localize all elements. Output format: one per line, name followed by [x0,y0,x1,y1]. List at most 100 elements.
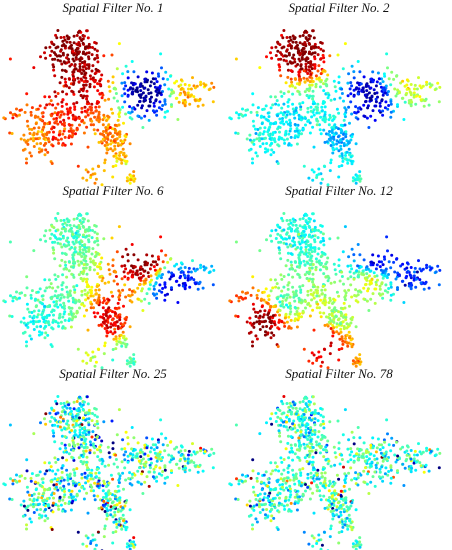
map-point [113,144,117,148]
map-point [277,327,281,331]
map-point [319,80,323,84]
map-point [97,288,101,292]
map-point [369,86,373,90]
map-point [126,460,130,464]
map-point [256,289,260,293]
map-point [384,450,388,454]
map-point [40,111,44,115]
map-point [58,129,62,133]
map-point [402,118,406,121]
map-point [329,327,333,330]
map-point [25,469,29,473]
map-point [123,159,127,163]
map-point [61,53,65,57]
map-point [399,264,403,268]
map-point [394,460,398,464]
map-point [347,288,351,292]
map-point [45,131,49,135]
map-point [67,86,71,90]
map-point [29,154,33,158]
map-point [301,408,305,412]
map-point [111,81,115,85]
map-point [195,267,199,271]
map-point [86,100,90,104]
map-point [330,129,334,132]
map-point [305,277,309,280]
map-point [80,119,84,123]
map-point [62,129,66,133]
map-point [343,112,347,116]
map-point [139,89,143,93]
map-point [322,56,326,60]
map-point [285,137,289,141]
map-point [38,319,41,323]
map-point [70,409,73,413]
map-point [258,432,262,436]
map-point [269,472,273,476]
map-point [293,37,297,41]
map-point [346,447,350,451]
map-point [386,290,390,294]
map-point [338,139,342,143]
map-point [179,261,183,265]
map-point [248,138,252,142]
map-point [409,287,413,291]
map-point [308,80,312,84]
map-point [61,456,65,460]
map-point [152,265,156,269]
map-panel: Spatial Filter No. 1 [2,0,216,187]
map-point [96,60,100,64]
map-point [324,262,328,266]
map-point [389,100,393,103]
map-point [132,545,136,549]
map-point [56,395,60,398]
map-point [93,446,97,450]
map-point [23,476,27,480]
map-point [291,40,295,44]
map-panel: Spatial Filter No. 6 [2,183,216,370]
map-point [279,456,283,460]
map-point [265,142,269,145]
map-point [145,70,149,74]
map-point [367,274,371,278]
map-point [289,435,293,439]
map-point [44,412,48,416]
map-point [76,47,80,50]
map-point [80,106,84,110]
map-point [60,287,64,291]
map-point [36,473,40,477]
map-point [32,432,36,436]
map-point [179,78,183,82]
map-point [389,266,393,270]
map-point [70,226,73,230]
map-point [362,441,366,445]
map-point [44,148,48,152]
map-point [124,295,128,299]
map-point [392,77,396,81]
map-point [362,103,366,107]
map-point [96,301,100,305]
map-point [364,466,367,470]
map-point [264,330,267,334]
map-point [86,328,90,332]
map-point [56,102,60,106]
map-point [245,137,249,141]
map-point [141,91,145,95]
map-point [63,244,67,248]
map-point [169,440,172,444]
map-point [68,46,72,50]
map-panel: Spatial Filter No. 78 [228,366,442,550]
map-point [375,274,379,278]
map-point [63,44,67,48]
map-point [315,306,319,310]
map-point [126,436,130,440]
map-point [67,129,71,133]
map-point [51,103,55,107]
map-point [237,296,241,300]
map-point [67,37,71,41]
map-point [157,91,161,95]
map-point [51,501,55,505]
map-point [85,280,89,284]
map-point [158,84,162,88]
map-point [120,277,124,281]
